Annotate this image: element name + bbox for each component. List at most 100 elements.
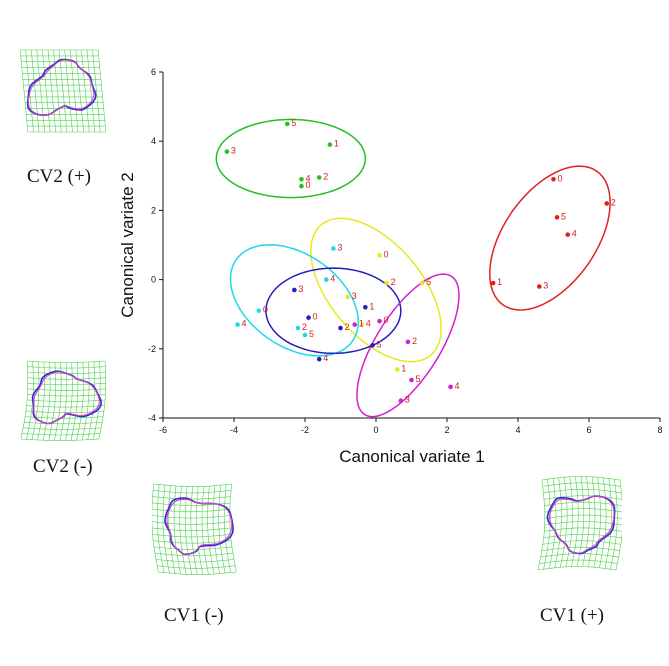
point-magenta [405, 339, 411, 345]
point-label: 1 [359, 319, 364, 329]
x-tick-label: 2 [444, 425, 449, 435]
point-green [316, 175, 322, 180]
point-red [565, 232, 570, 237]
point-label: 2 [391, 277, 396, 287]
point-red [554, 215, 560, 220]
point-yellow [384, 280, 389, 286]
point-label: 2 [611, 197, 616, 207]
point-label: 1 [334, 139, 339, 149]
label-cv1-plus: CV1 (+) [540, 605, 605, 626]
deformation-grid-cv1-plus [537, 476, 622, 571]
point-magenta [377, 318, 382, 324]
point-yellow [395, 367, 400, 372]
point-green [224, 149, 230, 154]
point-label: 3 [337, 242, 342, 252]
point-label: 5 [309, 329, 314, 339]
deformation-grid-cv2-plus [20, 49, 106, 133]
point-yellow [345, 294, 350, 300]
ellipse-cyan [229, 244, 359, 357]
point-yellow [359, 322, 365, 327]
deformation-grid-cv2-minus [20, 360, 106, 441]
point-green [299, 183, 304, 189]
y-tick-label: 0 [151, 275, 156, 285]
ellipse-red [489, 165, 611, 311]
label-cv2-minus: CV2 (-) [33, 456, 93, 477]
point-cyan [324, 277, 329, 282]
ellipse-yellow [310, 217, 442, 363]
y-tick-label: 4 [151, 136, 156, 146]
point-label: 3 [298, 284, 303, 294]
point-label: 1 [369, 301, 374, 311]
point-red [551, 176, 556, 182]
x-tick-label: 0 [373, 425, 378, 435]
y-tick-label: -4 [148, 413, 156, 423]
x-axis-label: Canonical variate 1 [339, 447, 485, 466]
point-magenta [398, 398, 404, 404]
point-cyan [256, 308, 262, 314]
x-tick-label: -4 [230, 425, 238, 435]
point-label: 4 [366, 319, 371, 329]
point-label: 5 [561, 211, 566, 221]
point-green [284, 121, 290, 127]
point-magenta [448, 384, 453, 390]
point-label: 0 [305, 180, 310, 190]
point-label: 0 [384, 249, 389, 259]
mean-outline [27, 59, 95, 116]
point-label: 2 [412, 336, 417, 346]
ellipse-magenta [356, 273, 460, 418]
grid-lines [20, 360, 106, 441]
grid-lines [537, 476, 622, 571]
grid-lines [152, 483, 237, 575]
x-tick-label: -6 [159, 425, 167, 435]
point-magenta [409, 377, 414, 383]
point-red [604, 201, 610, 206]
ellipse-green [215, 118, 367, 199]
point-blue [306, 315, 311, 320]
point-label: 0 [313, 312, 318, 322]
point-blue [370, 343, 375, 348]
label-cv2-plus: CV2 (+) [27, 166, 92, 187]
point-cyan [295, 325, 301, 331]
y-tick-label: -2 [148, 344, 156, 354]
point-label: 2 [302, 322, 307, 332]
point-label: 4 [572, 229, 577, 239]
point-label: 0 [263, 305, 268, 315]
point-yellow [419, 280, 425, 286]
point-red [490, 280, 496, 286]
point-label: 3 [405, 395, 410, 405]
point-label: 2 [345, 322, 350, 332]
plot-axes [162, 72, 660, 419]
point-cyan [302, 332, 308, 338]
deformation-grid-cv1-minus [152, 483, 237, 575]
point-label: 3 [543, 281, 548, 291]
point-green [327, 142, 333, 147]
point-label: 0 [558, 173, 563, 183]
label-cv1-minus: CV1 (-) [164, 605, 224, 626]
y-axis-label: Canonical variate 2 [118, 172, 137, 318]
point-label: 3 [231, 146, 236, 156]
confidence-ellipses [215, 118, 611, 418]
point-blue [316, 356, 322, 362]
point-red [537, 284, 542, 289]
point-label: 4 [242, 319, 247, 329]
point-label: 5 [376, 339, 381, 349]
point-yellow [377, 253, 382, 258]
point-blue [338, 325, 343, 331]
y-tick-label: 6 [151, 67, 156, 77]
x-tick-label: 8 [657, 425, 662, 435]
point-green [299, 176, 304, 182]
point-label: 4 [455, 381, 460, 391]
point-label: 2 [323, 172, 328, 182]
point-label: 5 [291, 118, 296, 128]
x-tick-label: -2 [301, 425, 309, 435]
point-cyan [331, 246, 336, 251]
point-label: 0 [384, 315, 389, 325]
point-label: 3 [352, 291, 357, 301]
y-tick-label: 2 [151, 205, 156, 215]
point-blue [292, 287, 297, 293]
point-label: 1 [497, 277, 502, 287]
ellipse-blue [265, 267, 402, 355]
mean-outline [33, 371, 100, 424]
point-label: 5 [426, 277, 431, 287]
